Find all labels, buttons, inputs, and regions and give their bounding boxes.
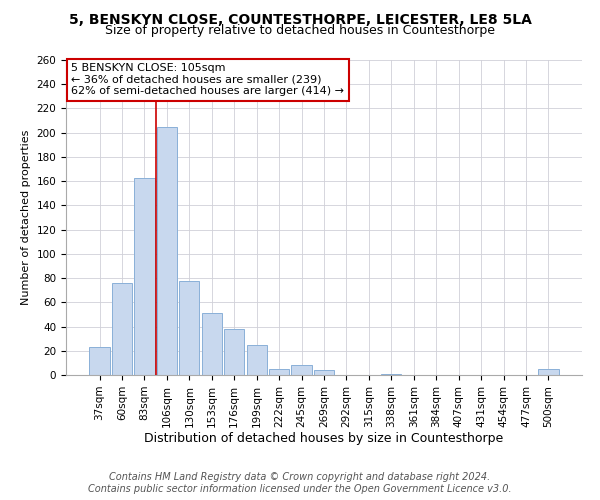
Bar xyxy=(157,126,177,375)
Bar xyxy=(179,280,199,375)
Text: 5, BENSKYN CLOSE, COUNTESTHORPE, LEICESTER, LE8 5LA: 5, BENSKYN CLOSE, COUNTESTHORPE, LEICEST… xyxy=(68,12,532,26)
Bar xyxy=(314,370,334,375)
Text: Size of property relative to detached houses in Countesthorpe: Size of property relative to detached ho… xyxy=(105,24,495,37)
Text: Contains HM Land Registry data © Crown copyright and database right 2024.
Contai: Contains HM Land Registry data © Crown c… xyxy=(88,472,512,494)
Text: 5 BENSKYN CLOSE: 105sqm
← 36% of detached houses are smaller (239)
62% of semi-d: 5 BENSKYN CLOSE: 105sqm ← 36% of detache… xyxy=(71,63,344,96)
Bar xyxy=(292,366,311,375)
Bar xyxy=(202,313,222,375)
Bar xyxy=(89,347,110,375)
Bar xyxy=(269,369,289,375)
Bar xyxy=(247,344,267,375)
Bar xyxy=(224,329,244,375)
Bar xyxy=(134,178,155,375)
Bar xyxy=(112,283,132,375)
Bar xyxy=(381,374,401,375)
Y-axis label: Number of detached properties: Number of detached properties xyxy=(21,130,31,305)
X-axis label: Distribution of detached houses by size in Countesthorpe: Distribution of detached houses by size … xyxy=(145,432,503,446)
Bar xyxy=(538,369,559,375)
